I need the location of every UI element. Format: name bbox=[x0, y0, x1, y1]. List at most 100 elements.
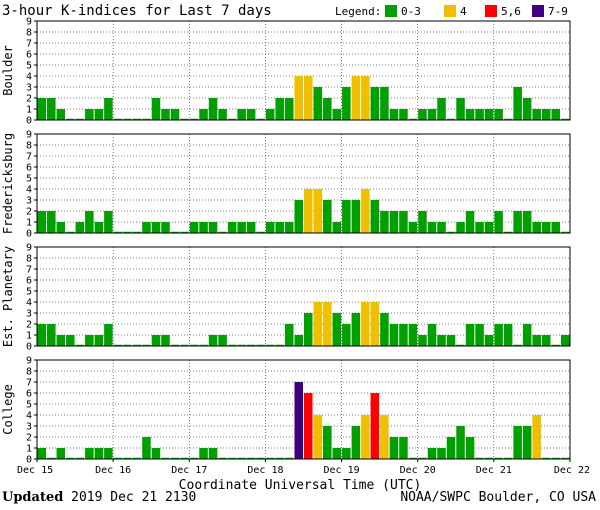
bar bbox=[361, 189, 370, 233]
y-tick-label: 4 bbox=[26, 185, 32, 196]
bar bbox=[85, 109, 94, 120]
x-tick-label: Dec 21 bbox=[476, 465, 512, 476]
bar bbox=[408, 324, 418, 346]
bar bbox=[380, 211, 389, 233]
bar bbox=[399, 324, 408, 346]
panel-frame bbox=[36, 359, 571, 460]
bar bbox=[37, 448, 47, 459]
bar bbox=[332, 222, 342, 233]
y-tick-label: 4 bbox=[26, 298, 32, 309]
bar bbox=[465, 109, 475, 120]
bar bbox=[47, 211, 56, 233]
y-tick-label: 9 bbox=[26, 17, 32, 28]
y-tick-label: 2 bbox=[26, 433, 32, 444]
updated-value: 2019 Dec 21 2130 bbox=[71, 490, 197, 505]
y-tick-label: 1 bbox=[26, 444, 32, 455]
bar bbox=[37, 211, 47, 233]
bar bbox=[456, 98, 465, 120]
bar bbox=[237, 109, 246, 120]
bar bbox=[513, 87, 522, 120]
bar bbox=[323, 302, 332, 346]
y-tick-label: 2 bbox=[26, 94, 32, 105]
bar bbox=[475, 324, 484, 346]
y-tick-label: 5 bbox=[26, 400, 32, 411]
bar bbox=[218, 335, 227, 346]
y-tick-label: 0 bbox=[26, 116, 32, 127]
bar bbox=[332, 109, 342, 120]
y-tick-label: 3 bbox=[26, 83, 32, 94]
bar bbox=[342, 324, 351, 346]
bar bbox=[541, 222, 551, 233]
x-tick-label: Dec 18 bbox=[247, 465, 283, 476]
chart-panels: 0123456789Boulder0123456789Fredericksbur… bbox=[1, 17, 590, 477]
y-tick-label: 3 bbox=[26, 422, 32, 433]
bar bbox=[522, 426, 532, 459]
y-tick-label: 6 bbox=[26, 50, 32, 61]
bar bbox=[56, 222, 66, 233]
bar bbox=[151, 98, 161, 120]
bar bbox=[399, 109, 408, 120]
bar bbox=[418, 335, 427, 346]
bar bbox=[332, 313, 342, 346]
bar bbox=[418, 109, 427, 120]
y-tick-label: 6 bbox=[26, 389, 32, 400]
bar bbox=[437, 335, 446, 346]
bar bbox=[532, 109, 541, 120]
bar bbox=[351, 313, 361, 346]
y-tick-label: 9 bbox=[26, 243, 32, 254]
bar bbox=[37, 324, 47, 346]
bar bbox=[170, 109, 180, 120]
y-tick-label: 4 bbox=[26, 72, 32, 83]
x-tick-label: Dec 16 bbox=[95, 465, 131, 476]
bar bbox=[294, 382, 303, 459]
y-tick-label: 6 bbox=[26, 163, 32, 174]
y-tick-label: 1 bbox=[26, 218, 32, 229]
y-tick-label: 7 bbox=[26, 39, 32, 50]
bar bbox=[389, 324, 399, 346]
bar bbox=[56, 335, 66, 346]
bar bbox=[389, 437, 399, 459]
y-tick-label: 0 bbox=[26, 455, 32, 466]
bar bbox=[484, 335, 494, 346]
bar bbox=[151, 448, 161, 459]
legend-swatch-3 bbox=[532, 5, 544, 17]
bar bbox=[265, 222, 275, 233]
bar bbox=[351, 426, 361, 459]
bar bbox=[323, 200, 332, 233]
bar bbox=[465, 437, 475, 459]
bar bbox=[56, 109, 66, 120]
bar bbox=[304, 76, 313, 120]
bar bbox=[227, 222, 237, 233]
panel-label: Boulder bbox=[1, 45, 15, 96]
panel-label: Est. Planetary bbox=[1, 246, 15, 347]
bar bbox=[237, 222, 246, 233]
bar bbox=[418, 211, 427, 233]
y-tick-label: 7 bbox=[26, 152, 32, 163]
x-axis-title: Coordinate Universal Time (UTC) bbox=[179, 478, 422, 493]
y-tick-label: 9 bbox=[26, 130, 32, 141]
y-tick-label: 9 bbox=[26, 356, 32, 367]
bar bbox=[218, 109, 227, 120]
bar bbox=[208, 98, 218, 120]
bar bbox=[104, 324, 113, 346]
bar bbox=[380, 87, 389, 120]
bar bbox=[56, 448, 66, 459]
x-tick-label: Dec 20 bbox=[400, 465, 436, 476]
bar bbox=[246, 222, 256, 233]
bar bbox=[161, 335, 170, 346]
bar bbox=[475, 109, 484, 120]
updated-label: Updated bbox=[2, 490, 64, 505]
bar bbox=[294, 200, 303, 233]
bar bbox=[284, 324, 294, 346]
bar bbox=[189, 222, 199, 233]
bar bbox=[532, 222, 541, 233]
bar bbox=[284, 98, 294, 120]
bar bbox=[85, 211, 94, 233]
bar bbox=[532, 415, 541, 459]
bar bbox=[465, 211, 475, 233]
bar bbox=[484, 109, 494, 120]
bar bbox=[456, 426, 465, 459]
bar bbox=[370, 87, 380, 120]
